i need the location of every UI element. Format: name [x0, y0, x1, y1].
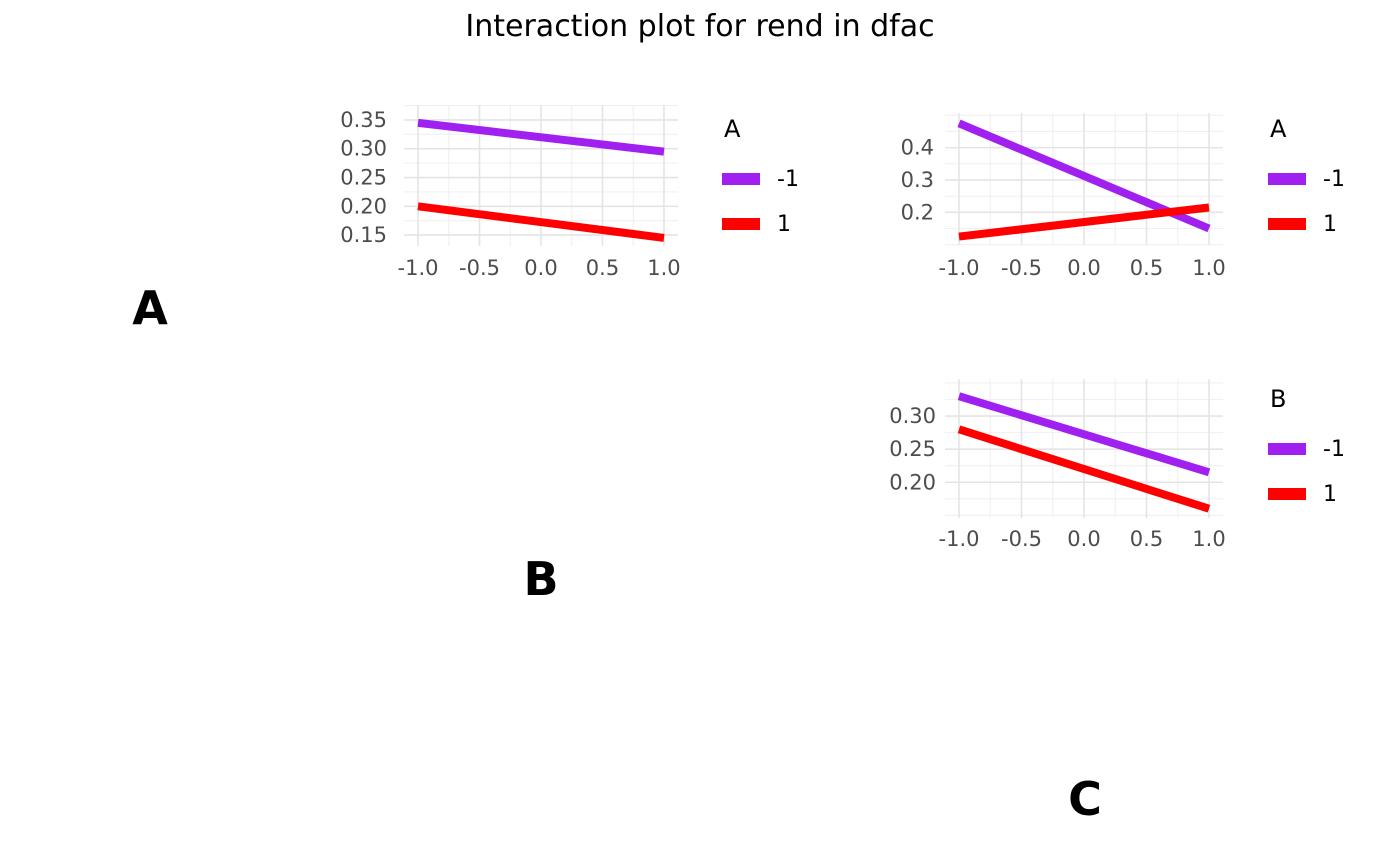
- x-tick-label: 0.0: [524, 256, 557, 280]
- legend-label: 1: [777, 211, 791, 237]
- x-tick-label: -0.5: [1001, 527, 1042, 551]
- legend-swatch-plus1: [1268, 218, 1306, 230]
- y-tick-label: 0.20: [889, 470, 936, 494]
- x-tick-label: -1.0: [939, 527, 980, 551]
- x-tick-label: -0.5: [1001, 256, 1042, 280]
- legend-swatch-plus1: [722, 218, 760, 230]
- legend-item: 1: [1268, 211, 1337, 237]
- factor-label-c: C: [1068, 772, 1102, 826]
- subplot-b-c-canvas: 0.20 0.25 0.30 -1.0 -0.5 0.0 0.5 1.0: [889, 379, 1226, 551]
- factor-label-a: A: [132, 281, 168, 335]
- legend-item: 1: [1268, 481, 1337, 507]
- series-line-1: [417, 202, 665, 242]
- y-tick-label: 0.20: [340, 194, 387, 218]
- legend: A -1 1: [722, 95, 817, 260]
- legend-swatch-minus1: [722, 173, 760, 185]
- factor-label-b: B: [523, 552, 559, 606]
- series-line-1: [957, 425, 1211, 513]
- x-tick-label: -1.0: [939, 256, 980, 280]
- x-tick-label: -1.0: [398, 256, 439, 280]
- series-line-1: [958, 203, 1210, 241]
- x-tick-label: 0.0: [1067, 527, 1100, 551]
- x-tick-label: 1.0: [1192, 527, 1225, 551]
- legend-label: 1: [1323, 211, 1337, 237]
- legend-swatch-minus1: [1268, 443, 1306, 455]
- x-tick-label: -0.5: [459, 256, 500, 280]
- legend-title: B: [1270, 385, 1287, 413]
- legend-title: A: [1270, 115, 1287, 143]
- legend-item: -1: [1268, 166, 1345, 192]
- subplot-b-c: 0.20 0.25 0.30 -1.0 -0.5 0.0 0.5 1.0 B -1 1: [870, 365, 1350, 565]
- x-tick-label: 1.0: [1192, 256, 1225, 280]
- x-tick-label: 0.0: [1067, 256, 1100, 280]
- subplot-a-c-canvas: 0.2 0.3 0.4 -1.0 -0.5 0.0 0.5 1.0: [901, 113, 1226, 280]
- y-tick-label: 0.15: [340, 223, 387, 247]
- series-line--1: [957, 392, 1211, 477]
- legend-label: 1: [1323, 481, 1337, 507]
- y-tick-label: 0.4: [901, 136, 934, 160]
- legend-swatch-plus1: [1268, 488, 1306, 500]
- legend-label: -1: [1323, 166, 1345, 192]
- series-line--1: [417, 118, 665, 156]
- x-tick-label: 0.5: [586, 256, 619, 280]
- x-tick-label: 0.5: [1130, 256, 1163, 280]
- subplot-a-c: 0.2 0.3 0.4 -1.0 -0.5 0.0 0.5 1.0 A -1 1: [870, 95, 1350, 295]
- subplot-a-b-canvas: 0.15 0.20 0.25 0.30 0.35 -1.0 -0.5 0.0 0.5 1.0: [340, 105, 681, 280]
- x-tick-label: 1.0: [647, 256, 680, 280]
- legend-item: -1: [722, 166, 799, 192]
- x-tick-label: 0.5: [1130, 527, 1163, 551]
- legend-item: 1: [722, 211, 791, 237]
- legend-label: -1: [777, 166, 799, 192]
- subplot-a-b: 0.15 0.20 0.25 0.30 0.35 -1.0 -0.5 0.0 0.5 1.0 A …: [330, 95, 810, 295]
- y-tick-label: 0.30: [889, 404, 936, 428]
- legend-label: -1: [1323, 436, 1345, 462]
- legend-item: -1: [1268, 436, 1345, 462]
- y-tick-label: 0.30: [340, 137, 387, 161]
- legend-swatch-minus1: [1268, 173, 1306, 185]
- legend-title: A: [724, 115, 741, 143]
- y-tick-label: 0.2: [901, 200, 934, 224]
- y-tick-label: 0.25: [889, 437, 936, 461]
- figure-title: Interaction plot for rend in dfac: [465, 9, 935, 44]
- y-tick-label: 0.35: [340, 108, 387, 132]
- legend: B -1 1: [1268, 365, 1363, 530]
- y-tick-label: 0.3: [901, 168, 934, 192]
- y-tick-label: 0.25: [340, 166, 387, 190]
- legend: A -1 1: [1268, 95, 1363, 260]
